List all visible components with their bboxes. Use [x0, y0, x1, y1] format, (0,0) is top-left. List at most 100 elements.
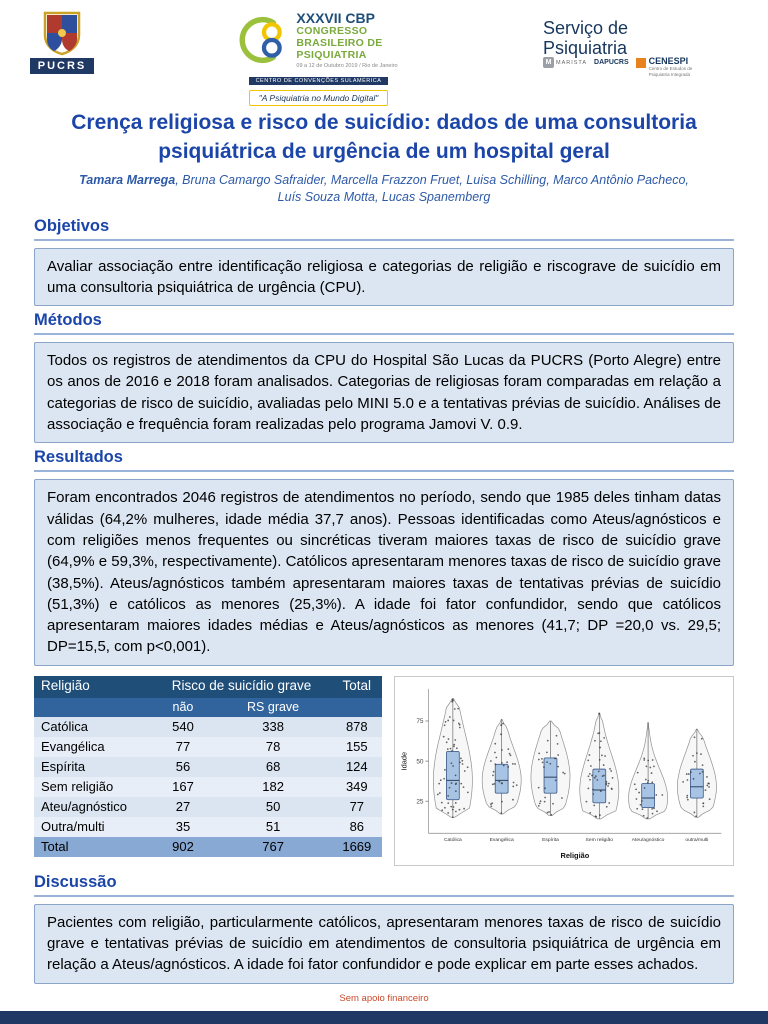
marista-label: MARISTA: [556, 59, 588, 66]
svg-text:Evangélica: Evangélica: [490, 837, 514, 843]
dapucrs-logo: DAPUCRS: [594, 59, 629, 67]
cbp-tagline: "A Psiquiatria no Mundo Digital": [248, 90, 389, 107]
pucrs-wordmark: PUCRS: [30, 58, 94, 74]
table-cell: Evangélica: [34, 736, 152, 757]
table-cell: 902: [151, 836, 215, 857]
table-cell: 182: [214, 776, 332, 797]
table-cell: Sem religião: [34, 776, 152, 797]
pucrs-crest-icon: [43, 11, 81, 56]
cenespi-subtitle: Centro de Estudos de Psiquiatria Integra…: [648, 66, 693, 77]
first-author: Tamara Marrega: [79, 172, 176, 187]
table-cell: 86: [331, 816, 382, 837]
section-objetivos: Objetivos Avaliar associação entre ident…: [34, 212, 734, 307]
table-cell: Católica: [34, 716, 152, 737]
table-cell: 167: [151, 776, 215, 797]
section-resultados: Resultados Foram encontrados 2046 regist…: [34, 443, 734, 866]
table-cell: Total: [34, 836, 152, 857]
cbp-line-brasileiro: BRASILEIRO DE: [296, 36, 383, 49]
table-cell: 767: [214, 836, 332, 857]
svg-text:50: 50: [416, 758, 424, 765]
table-cell: 540: [151, 716, 215, 737]
table-cell-empty: [34, 697, 152, 717]
table-total-row: Total 902 767 1669: [34, 836, 382, 857]
cenespi-logo-icon: [635, 58, 646, 69]
table-cell: 77: [151, 736, 215, 757]
servico-line-2: Psiquiatria: [543, 38, 628, 59]
servico-line-1: Serviço de: [543, 18, 629, 38]
table-row: Outra/multi 35 51 86: [34, 816, 382, 837]
section-discussao: Discussão Pacientes com religião, partic…: [34, 868, 734, 984]
table-cell: 124: [331, 756, 382, 777]
svg-text:Idade: Idade: [400, 752, 409, 771]
cenespi-name: CENESPI: [648, 56, 689, 67]
objetivos-box: Avaliar associação entre identificação r…: [34, 247, 734, 307]
funding-note: Sem apoio financeiro: [339, 992, 429, 1004]
table-cell: 878: [331, 716, 382, 737]
table-subheader-nao: não: [151, 697, 215, 717]
objetivos-heading: Objetivos: [34, 212, 734, 241]
table-cell: Espírita: [34, 756, 152, 777]
violin-plot: 25 50 75 Católica Evangélica Espírita Sem reli…: [400, 688, 722, 860]
bottom-bar: [0, 1011, 768, 1024]
pucrs-logo: PUCRS: [30, 10, 94, 74]
cbp-wordmark: XXXVII CBP CONGRESSO BRASILEIRO DE PSIQU…: [296, 10, 397, 69]
svg-text:75: 75: [416, 718, 424, 725]
table-header-risco: Risco de suicídio grave: [151, 675, 332, 698]
svg-text:Religião: Religião: [560, 851, 589, 860]
svg-text:Sem religião: Sem religião: [586, 837, 614, 843]
table-cell: 338: [214, 716, 332, 737]
table-subheader-rsgrave: RS grave: [214, 697, 332, 717]
table-header-row: Religião Risco de suicídio grave Total: [34, 675, 382, 698]
table-cell: 35: [151, 816, 215, 837]
table-header-religiao: Religião: [34, 675, 152, 698]
table-row: Sem religião 167 182 349: [34, 776, 382, 797]
metodos-heading: Métodos: [34, 306, 734, 336]
cbp-logo-icon: [239, 16, 283, 63]
svg-text:Espírita: Espírita: [542, 837, 559, 843]
table-cell: 77: [331, 796, 382, 817]
metodos-box: Todos os registros de atendimentos da CP…: [34, 342, 734, 444]
resultados-heading: Resultados: [34, 443, 734, 473]
table-row: Católica 540 338 878: [34, 716, 382, 737]
table-cell: Outra/multi: [34, 816, 152, 837]
table-cell: 51: [214, 816, 332, 837]
cbp-line-psiquiatria: PSIQUIATRIA: [296, 48, 367, 61]
discussao-box: Pacientes com religião, particularmente …: [34, 903, 734, 984]
age-by-religion-chart: 25 50 75 Católica Evangélica Espírita Sem reli…: [394, 675, 734, 866]
table-cell-empty: [331, 697, 382, 717]
table-header-total: Total: [331, 675, 382, 698]
cbp-date: 09 a 12 de Outubro 2019 / Rio de Janeiro: [296, 63, 398, 70]
table-row: Evangélica 77 78 155: [34, 736, 382, 757]
other-authors: , Bruna Camargo Safraider, Marcella Fraz…: [175, 172, 689, 204]
table-cell: 68: [214, 756, 332, 777]
table-cell: 78: [214, 736, 332, 757]
cbp-venue: CENTRO DE CONVENÇÕES SULAMÉRICA: [248, 77, 389, 86]
resultados-box: Foram encontrados 2046 registros de aten…: [34, 479, 734, 666]
marista-logo-icon: M: [543, 57, 554, 69]
svg-text:outra/multi: outra/multi: [685, 837, 708, 843]
cbp-logo-block: XXXVII CBP CONGRESSO BRASILEIRO DE PSIQU…: [179, 10, 459, 107]
results-table: Religião Risco de suicídio grave Total n…: [34, 675, 382, 857]
table-cell: 349: [331, 776, 382, 797]
table-row: Ateu/agnóstico 27 50 77: [34, 796, 382, 817]
table-cell: 155: [331, 736, 382, 757]
poster-header: PUCRS XXXVII CBP CONGRESSO BRASILEIRO DE…: [0, 0, 768, 107]
section-metodos: Métodos Todos os registros de atendiment…: [34, 306, 734, 444]
table-cell: 1669: [331, 836, 382, 857]
cbp-title: XXXVII CBP: [296, 10, 375, 26]
results-figures: Religião Risco de suicídio grave Total n…: [34, 675, 734, 866]
table-cell: 50: [214, 796, 332, 817]
cbp-line-congresso: CONGRESSO: [296, 25, 368, 37]
authors-line: Tamara Marrega, Bruna Camargo Safraider,…: [78, 172, 690, 206]
table-cell: 56: [151, 756, 215, 777]
page-title: Crença religiosa e risco de suicídio: da…: [71, 111, 697, 164]
table-cell: Ateu/agnóstico: [34, 796, 152, 817]
partner-logos: M MARISTA DAPUCRS CENESPI Centro de Estu…: [543, 57, 738, 77]
table-subheader-row: não RS grave: [34, 697, 382, 717]
table-cell: 27: [151, 796, 215, 817]
table-row: Espírita 56 68 124: [34, 756, 382, 777]
service-block: Serviço de Psiquiatria M MARISTA DAPUCRS…: [543, 10, 738, 78]
cenespi-logo: CENESPI Centro de Estudos de Psiquiatria…: [635, 56, 711, 77]
svg-text:Ateu/agnóstico: Ateu/agnóstico: [632, 837, 665, 843]
